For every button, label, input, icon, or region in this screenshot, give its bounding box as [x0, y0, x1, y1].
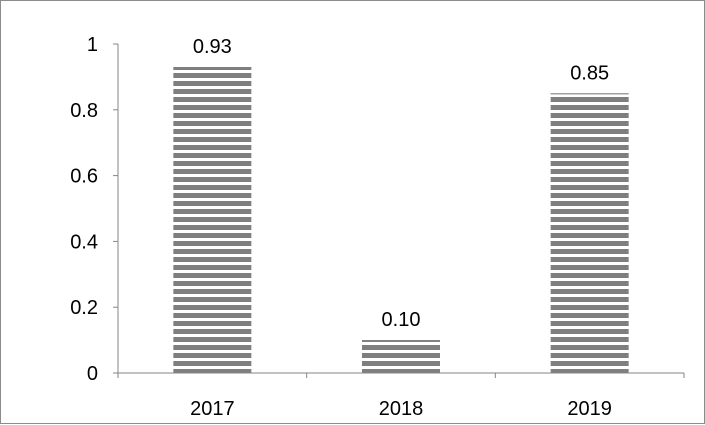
- y-tick-label-0.6: 0.6: [70, 166, 98, 188]
- data-label-2018: 0.10: [382, 309, 421, 331]
- x-category-label-2018: 2018: [379, 398, 424, 420]
- bars-group: [173, 67, 629, 373]
- y-tick-label-0.2: 0.2: [70, 297, 98, 319]
- y-tick-label-0.8: 0.8: [70, 100, 98, 122]
- y-axis: 0 0.2 0.4 0.6 0.8 1: [70, 34, 119, 385]
- y-tick-label-1: 1: [87, 34, 98, 56]
- x-category-label-2019: 2019: [567, 398, 612, 420]
- bar-2019: [550, 93, 629, 373]
- x-category-label-2017: 2017: [190, 398, 235, 420]
- x-axis: 2017 2018 2019: [117, 372, 685, 420]
- data-label-2019: 0.85: [570, 62, 609, 84]
- bar-2018: [362, 340, 440, 373]
- bar-2017: [173, 67, 252, 373]
- y-tick-label-0.4: 0.4: [70, 231, 98, 253]
- data-labels-group: 0.93 0.10 0.85: [193, 36, 609, 331]
- data-label-2017: 0.93: [193, 36, 232, 58]
- y-tick-label-0: 0: [87, 363, 98, 385]
